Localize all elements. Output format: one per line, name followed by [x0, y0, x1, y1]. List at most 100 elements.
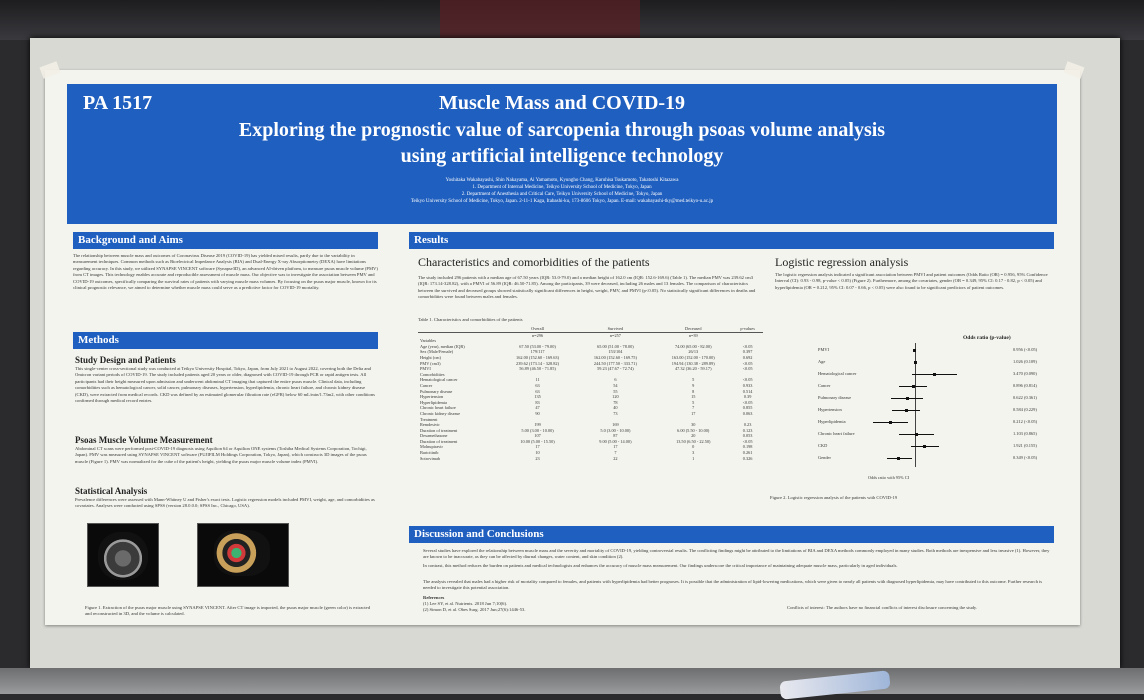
table-cell: Height (cm) — [420, 354, 441, 360]
table-cell: 20 — [691, 433, 696, 439]
forest-row-value: 1.103 (0.865) — [1013, 431, 1037, 436]
forest-point — [889, 421, 893, 424]
table-cell: Variables — [420, 338, 436, 344]
table-cell: 9 — [692, 382, 695, 388]
forest-row-label: Hyperlipidemia — [818, 419, 846, 424]
forest-row-value: 1.026 (0.109) — [1013, 359, 1037, 364]
table-cell: 63 — [535, 388, 540, 394]
forest-row-value: 0.896 (0.814) — [1013, 383, 1037, 388]
ct-cross-section — [98, 532, 148, 580]
table-cell: Chronic kidney disease — [420, 410, 461, 416]
table-cell: 135 — [534, 394, 541, 400]
reference-2: (2) Simon D, et al. Obes Surg. 2017 Jun;… — [423, 607, 526, 612]
table-row: Remdesivir 199 169 30 0.23 — [418, 422, 763, 428]
table-cell: 107 — [534, 433, 541, 439]
table-cell: 63 — [535, 382, 540, 388]
table-cell: Comorbidities — [420, 371, 445, 377]
table-cell: 0.326 — [742, 455, 753, 461]
table-cell: Molnupiravir — [420, 444, 443, 450]
table-cell: 0.397 — [742, 349, 753, 355]
3d-reconstruction-image — [197, 523, 289, 587]
table-cell: PMVI — [420, 366, 431, 372]
table-cell: <0.05 — [742, 377, 753, 383]
table-row: Chronic heart failure 47 40 7 0.855 — [418, 405, 763, 411]
table-row: Duration of treatment 5.00 (3.00 - 10.00)… — [418, 428, 763, 434]
table-row: Sotrovimab 23 22 1 0.326 — [418, 456, 763, 462]
table-cell: 55 — [613, 388, 618, 394]
table-cell: 169 — [612, 422, 619, 428]
table-cell: n=39 — [688, 332, 698, 338]
psoas-text: Abdominal CT scans were performed post-C… — [75, 446, 367, 464]
table-cell: Hematological cancer — [420, 377, 458, 383]
table-cell: 0.933 — [742, 382, 753, 388]
table-cell: 7 — [614, 450, 617, 456]
table-cell: 239.62 (173.14 - 328.82) — [516, 360, 560, 366]
table-row: n=296 n=257 n=39 — [418, 332, 763, 338]
psoas-heading: Psoas Muscle Volume Measurement — [75, 435, 213, 445]
table-cell: 153/104 — [608, 349, 623, 355]
table-cell: 10 — [535, 450, 540, 456]
table-cell: Hyperlipidemia — [420, 399, 447, 405]
table-cell: 7 — [692, 405, 695, 411]
forest-row-value: 0.622 (0.361) — [1013, 395, 1037, 400]
table-cell: 40 — [613, 405, 618, 411]
table-cell: 47 — [535, 405, 540, 411]
affiliation-2: 2. Department of Anesthesia and Critical… — [461, 192, 663, 197]
title-line-2: Exploring the prognostic value of sarcop… — [67, 117, 1057, 169]
table-cell: 30 — [691, 422, 696, 428]
table-cell: 90 — [535, 410, 540, 416]
forest-point — [905, 397, 909, 400]
table-cell: Sex (Male/Female) — [420, 349, 454, 355]
table-cell: Remdesivir — [420, 422, 440, 428]
table-row: Cancer 63 54 9 0.933 — [418, 383, 763, 389]
table-cell: 13.50 (6.50 - 22.50) — [676, 438, 711, 444]
table-cell: 67.50 (53.00 - 79.00) — [519, 343, 556, 349]
table-cell: <0.05 — [742, 343, 753, 349]
table-row: Hematological cancer 11 6 5 <0.05 — [418, 377, 763, 383]
table-cell: 73 — [613, 410, 618, 416]
table-cell: 74.00 (65.00 - 82.00) — [674, 343, 712, 349]
forest-point — [912, 349, 916, 352]
characteristics-heading: Characteristics and comorbidities of the… — [418, 255, 650, 269]
forest-row-label: Hypertension — [818, 407, 842, 412]
table-cell: 0.198 — [742, 444, 753, 450]
table-row: Age (year), median (IQR) 67.50 (53.00 - 7… — [418, 344, 763, 350]
forest-row-label: Cancer — [818, 383, 831, 388]
table-cell: 23 — [535, 455, 540, 461]
table-cell: 47.32 (36.20 - 59.17) — [674, 366, 712, 372]
title-line-3-text: using artificial intelligence technology — [400, 145, 724, 167]
forest-row-label: Chronic heart failure — [818, 431, 855, 436]
table-cell: 0.053 — [742, 433, 753, 439]
forest-row-value: 0.212 (<0.05) — [1013, 419, 1038, 424]
background-banner — [440, 0, 640, 40]
discussion-text-2: In contrast, this method reduces the bur… — [423, 563, 898, 568]
table-cell: 0.692 — [742, 354, 753, 360]
forest-point — [911, 385, 915, 388]
table-body: Overall Survived Deceased p-values n=296 n=25… — [418, 326, 763, 461]
table-cell: Pulmonary disease — [420, 388, 453, 394]
table-header-cell: Deceased — [654, 326, 733, 333]
floor — [0, 668, 1144, 694]
table-cell: 162.00 (152.60 - 169.63) — [516, 354, 560, 360]
forest-row-value: 0.584 (0.229) — [1013, 407, 1037, 412]
forest-row-label: CKD — [818, 443, 828, 448]
figure2-caption: Figure 2. Logistic regression analysis o… — [770, 495, 898, 500]
3d-psoas-render — [214, 530, 270, 576]
table-row: Molnupiravir 17 17 0 0.198 — [418, 444, 763, 450]
table-cell: 194.94 (130.38 - 289.89) — [671, 360, 715, 366]
contact-address: Teikyo University School of Medicine, To… — [410, 199, 714, 204]
logistic-heading: Logistic regression analysis — [775, 255, 909, 269]
forest-row-value: 0.349 (<0.05) — [1013, 455, 1038, 460]
table-cell: 199 — [534, 422, 541, 428]
forest-point — [914, 433, 918, 436]
table-cell: 0 — [692, 444, 695, 450]
title-line-2-text: Exploring the prognostic value of sarcop… — [238, 119, 886, 141]
table-cell: 78 — [613, 399, 618, 405]
table-cell: 244.50 (177.50 - 333.71) — [593, 360, 637, 366]
table-cell: 163.00 (152.00 - 170.00) — [671, 354, 715, 360]
title-line-1: Muscle Mass and COVID-19 — [438, 92, 686, 114]
table-cell: n=296 — [532, 332, 544, 338]
table-row: PMV (cm3) 239.62 (173.14 - 328.82) 244.50 … — [418, 361, 763, 367]
table-cell: 0.514 — [742, 388, 753, 394]
author-names: Yoshitaka Wakabayashi, Shin Nakayama, Ai… — [445, 178, 679, 183]
